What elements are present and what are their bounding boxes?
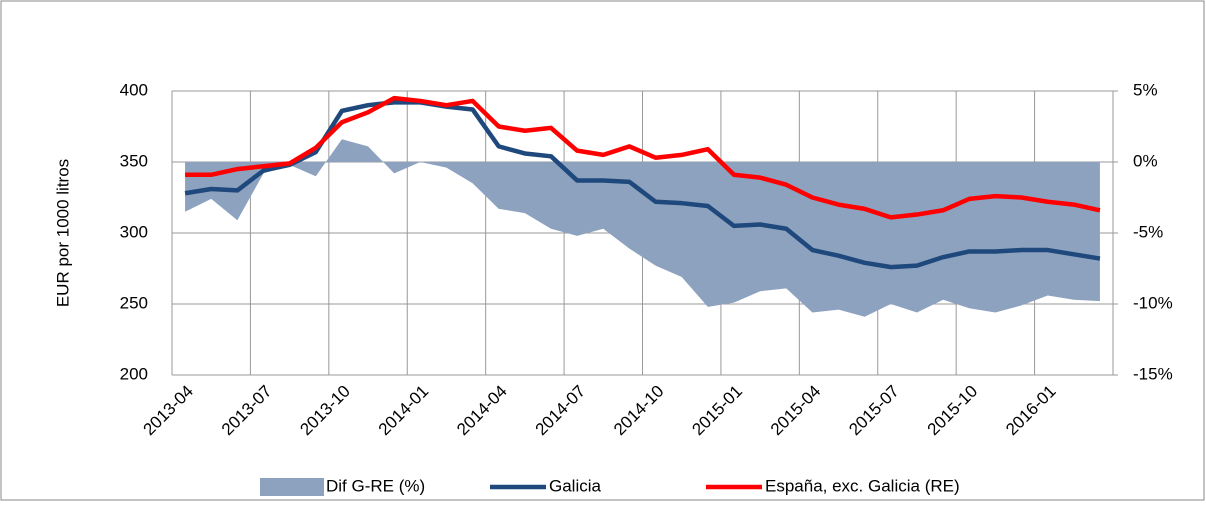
y2-tick-label: -5% [1133, 222, 1163, 241]
y2-tick-label: 0% [1133, 151, 1158, 170]
legend-swatch [260, 478, 324, 496]
y-tick-label: 300 [120, 222, 148, 241]
y-tick-label: 200 [120, 364, 148, 383]
y2-tick-label: -10% [1133, 293, 1173, 312]
legend-label: Dif G-RE (%) [326, 476, 425, 495]
line [184, 100, 1101, 270]
y-tick-label: 250 [120, 293, 148, 312]
line [185, 95, 1101, 220]
legend-label: España, exc. Galicia (RE) [765, 476, 960, 495]
y2-tick-label: -15% [1133, 364, 1173, 383]
y-tick-label: 400 [120, 80, 148, 99]
area [185, 139, 1100, 317]
y-tick-label: 350 [120, 151, 148, 170]
legend-label: Galicia [549, 476, 602, 495]
y2-tick-label: 5% [1133, 80, 1158, 99]
y-axis-label: EUR por 1000 litros [53, 159, 72, 307]
